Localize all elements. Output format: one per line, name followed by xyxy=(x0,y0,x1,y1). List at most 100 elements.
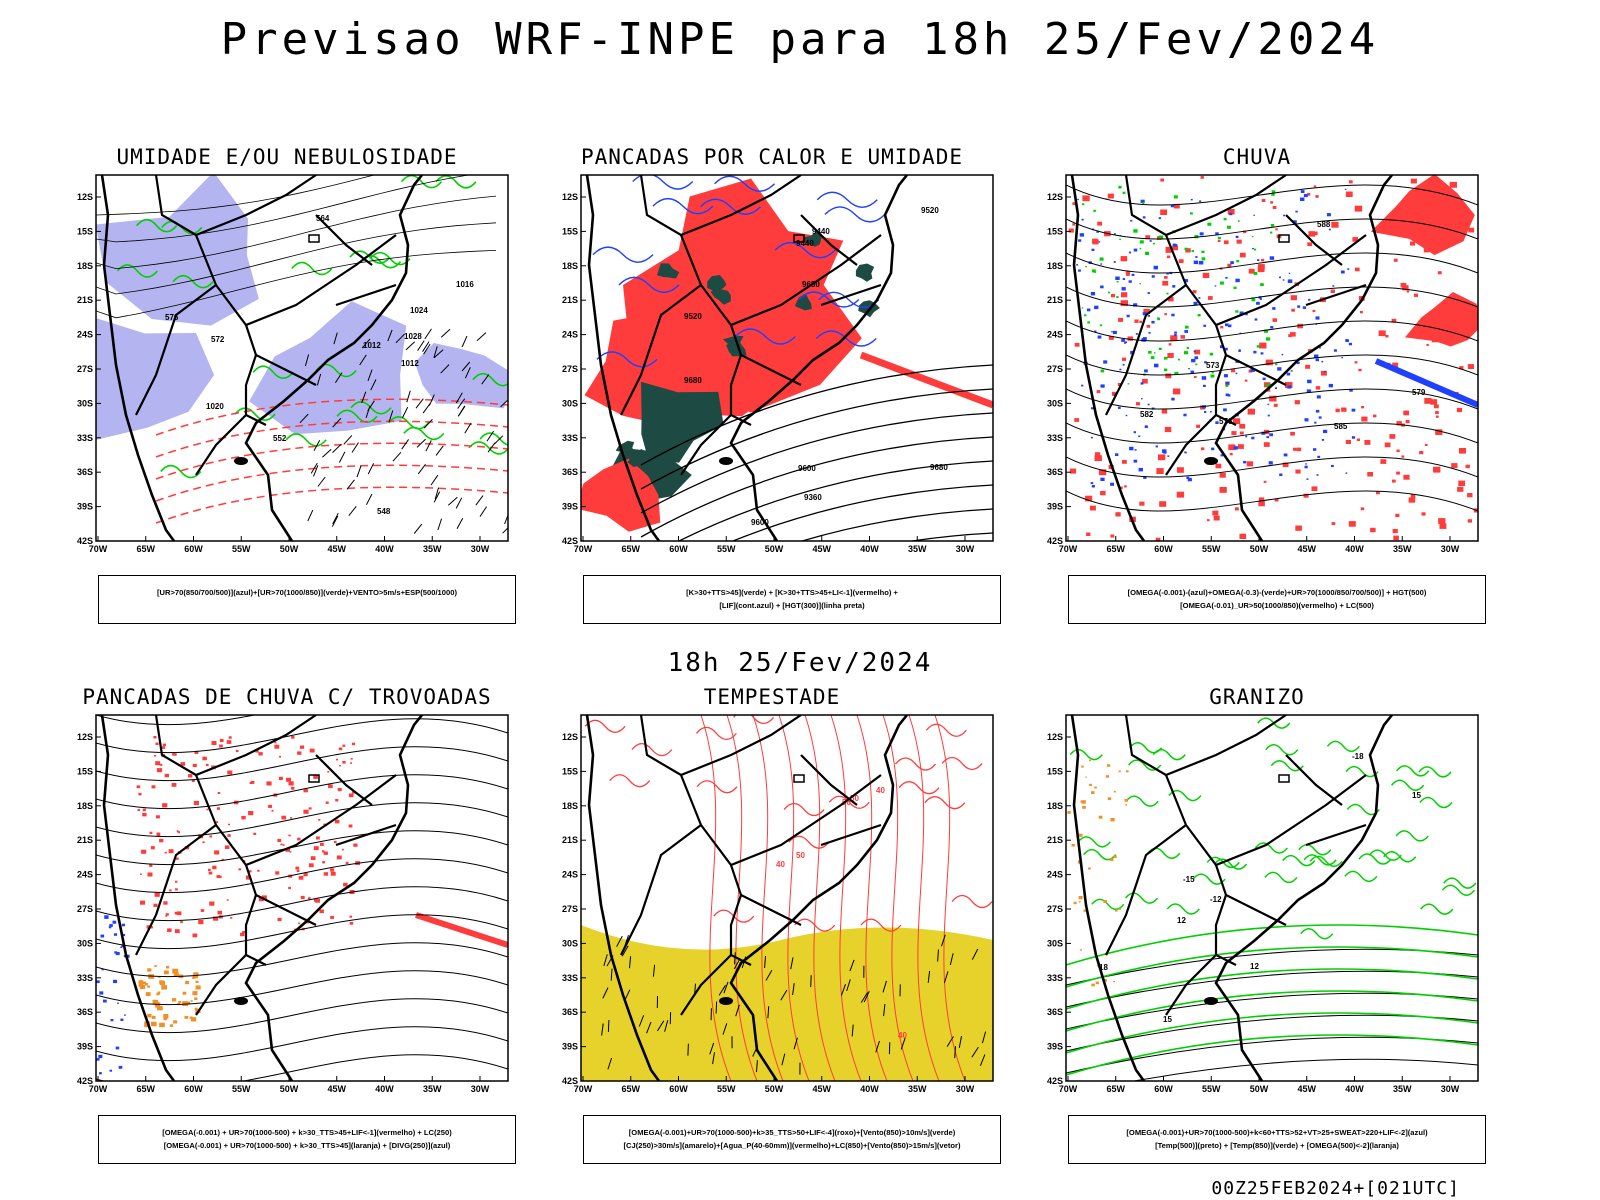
lat-label: 12S xyxy=(1047,732,1063,742)
precip-cell xyxy=(157,1005,163,1011)
precip-cell xyxy=(1121,287,1126,291)
precip-cell xyxy=(318,819,321,821)
precip-cell xyxy=(169,849,172,852)
precip-cell xyxy=(1076,264,1078,266)
wind-vector xyxy=(723,981,729,994)
precip-cell xyxy=(1183,413,1187,417)
precip-cell xyxy=(1307,193,1311,196)
precip-cell xyxy=(1340,270,1345,274)
contour-label: 9680 xyxy=(684,376,702,385)
country-border xyxy=(135,284,217,416)
precip-cell xyxy=(151,1021,157,1027)
temp850-contour xyxy=(1368,849,1402,861)
precip-cell xyxy=(1089,505,1096,511)
precip-cell xyxy=(190,1017,197,1022)
lon-label: 50W xyxy=(280,1084,299,1094)
wind-vector xyxy=(846,979,851,992)
precip-cell xyxy=(1294,400,1300,405)
precip-cell xyxy=(195,980,199,984)
precip-cell xyxy=(1335,408,1340,413)
precip-cell xyxy=(1245,313,1248,316)
contour-label: 9600 xyxy=(751,518,769,527)
lon-label: 40W xyxy=(860,544,879,554)
valid-time-title: 18h 25/Fev/2024 xyxy=(667,648,933,678)
map-frame xyxy=(1065,714,1479,1082)
precip-cell xyxy=(1092,239,1099,245)
temp850-contour xyxy=(1265,743,1299,756)
lat-label: 21S xyxy=(77,835,93,845)
country-border xyxy=(1214,354,1237,426)
precip-cell xyxy=(335,799,339,802)
precip-cell xyxy=(1228,444,1236,451)
wind-vector xyxy=(493,435,504,445)
precip-cell xyxy=(1320,370,1327,376)
precip-cell xyxy=(1178,259,1184,264)
precip-cell xyxy=(289,851,292,853)
lat-label: 21S xyxy=(1047,295,1063,305)
lat-label: 39S xyxy=(77,1042,93,1052)
wind-vector xyxy=(367,463,375,475)
precip-cell xyxy=(274,741,277,744)
precip-cell xyxy=(253,832,257,835)
contour-label: 40 xyxy=(876,786,885,795)
precip-cell xyxy=(1295,210,1298,213)
precip-cell xyxy=(1204,411,1207,413)
precip-cell xyxy=(1082,195,1090,202)
precip-cell xyxy=(1098,815,1103,819)
thickness-contour xyxy=(155,420,508,458)
lon-label: 30W xyxy=(1441,544,1460,554)
streamline xyxy=(96,914,508,950)
wind-vector xyxy=(601,1023,604,1036)
precip-cell xyxy=(313,775,318,779)
lat-label: 42S xyxy=(562,1076,578,1086)
precip-cell xyxy=(150,846,155,850)
precip-cell xyxy=(1200,447,1205,451)
precip-cell xyxy=(1100,477,1105,481)
precip-cell xyxy=(1262,377,1266,381)
precip-cell xyxy=(1279,473,1283,476)
temp850-contour xyxy=(1326,740,1360,753)
precip-cell xyxy=(1094,271,1097,273)
precip-cell xyxy=(1370,527,1376,533)
precip-cell xyxy=(1111,391,1117,396)
precip-cell xyxy=(1199,232,1204,236)
humidity-contour xyxy=(336,409,378,424)
lat-label: 42S xyxy=(77,1076,93,1086)
contour-label: 588 xyxy=(1317,220,1331,229)
coastline xyxy=(1070,175,1394,541)
precip-cell xyxy=(1403,410,1410,416)
pw-contour xyxy=(584,719,626,733)
temp850-contour xyxy=(1077,836,1111,848)
precip-cell xyxy=(153,903,158,907)
lat-label: 33S xyxy=(77,433,93,443)
wind-vector xyxy=(440,328,451,338)
precip-cell xyxy=(1231,431,1237,436)
country-border xyxy=(620,824,702,956)
wind-vector xyxy=(652,964,656,977)
precip-cell xyxy=(1116,281,1119,283)
precip-cell xyxy=(1119,908,1121,910)
precip-cell xyxy=(219,738,224,742)
precip-cell xyxy=(1164,276,1168,279)
wind-vector xyxy=(792,983,795,996)
country-border xyxy=(620,284,702,416)
precip-cell xyxy=(1354,267,1360,272)
precip-cell xyxy=(1103,979,1107,982)
lon-label: 55W xyxy=(717,1084,736,1094)
panel-legend: [OMEGA(-0.001)+UR>70(1000-500)+k>35_TTS>… xyxy=(583,1115,1001,1164)
precip-cell xyxy=(100,934,105,938)
precip-cell xyxy=(226,740,232,744)
wind-vector xyxy=(943,971,949,984)
precip-cell xyxy=(177,831,180,834)
precip-cell xyxy=(1207,222,1212,226)
precip-cell xyxy=(211,741,217,745)
precip-cell xyxy=(1122,278,1126,280)
lon-label: 35W xyxy=(1393,544,1412,554)
precip-cell xyxy=(1328,383,1333,388)
pw-contour xyxy=(788,835,830,849)
precip-cell xyxy=(1164,426,1172,433)
precip-cell xyxy=(1138,467,1143,472)
lon-label: 70W xyxy=(89,1084,108,1094)
precip-cell xyxy=(1145,235,1151,240)
precip-cell xyxy=(1331,464,1334,468)
